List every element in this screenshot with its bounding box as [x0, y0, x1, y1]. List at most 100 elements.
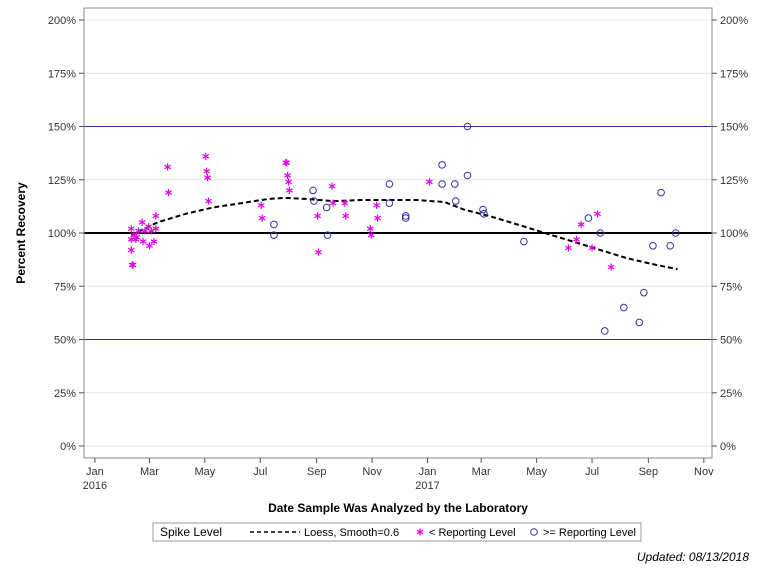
legend-frame	[152, 522, 642, 542]
point-below-reporting-level	[129, 261, 137, 269]
point-below-reporting-level	[367, 231, 375, 239]
asterisk-stroke	[127, 226, 135, 232]
x-tick-label: Nov	[694, 466, 714, 478]
asterisk-stroke	[425, 179, 433, 185]
point-below-reporting-level	[283, 159, 291, 167]
point-at-or-above-reporting-level	[401, 214, 410, 222]
asterisk-stroke	[366, 226, 374, 232]
data-points	[127, 122, 680, 335]
y-tick-label: 75%	[54, 281, 76, 293]
x-tick-label: Mar	[472, 466, 491, 478]
legend-circle-marker	[530, 528, 538, 536]
legend-title: Spike Level	[160, 525, 222, 539]
point-at-or-above-reporting-level	[385, 180, 394, 188]
x-tick-label: May	[194, 466, 215, 478]
asterisk-stroke	[135, 228, 142, 234]
y-tick-label: 25%	[54, 388, 76, 400]
point-at-or-above-reporting-level	[270, 231, 278, 239]
asterisk-stroke	[564, 245, 572, 251]
point-at-or-above-reporting-level	[600, 327, 609, 335]
asterisk-stroke	[284, 173, 292, 178]
point-at-or-above-reporting-level	[479, 205, 487, 214]
point-at-or-above-reporting-level	[584, 214, 593, 222]
asterisk-stroke	[588, 245, 596, 251]
point-below-reporting-level	[577, 220, 585, 229]
x-tick-label: Jan	[86, 466, 104, 478]
asterisk-stroke	[145, 224, 152, 229]
point-below-reporting-level	[257, 201, 265, 209]
point-below-reporting-level	[127, 246, 135, 254]
point-at-or-above-reporting-level	[309, 186, 317, 195]
point-at-or-above-reporting-level	[451, 180, 459, 188]
y-tick-label-right: 175%	[720, 68, 748, 80]
point-at-or-above-reporting-level	[649, 241, 657, 250]
point-at-or-above-reporting-level	[438, 161, 446, 169]
asterisk-stroke	[367, 232, 375, 238]
point-at-or-above-reporting-level	[640, 288, 648, 297]
legend: Spike Level Loess, Smooth=0.6 < Reportin…	[152, 522, 642, 542]
point-below-reporting-level	[285, 186, 293, 194]
y-tick-label-right: 150%	[720, 122, 748, 134]
point-below-reporting-level	[204, 174, 212, 182]
asterisk-stroke	[329, 200, 337, 206]
point-below-reporting-level	[564, 244, 572, 252]
point-below-reporting-level	[138, 218, 146, 226]
y-tick-label: 175%	[48, 68, 76, 80]
y-tick-label: 100%	[48, 228, 76, 240]
point-at-or-above-reporting-level	[322, 203, 331, 212]
point-at-or-above-reporting-level	[666, 241, 674, 250]
y-tick-label: 125%	[48, 175, 76, 187]
legend-asterisk-marker	[416, 528, 424, 536]
point-below-reporting-level	[150, 237, 158, 246]
point-below-reporting-level	[258, 214, 266, 222]
point-below-reporting-level	[165, 188, 172, 197]
point-at-or-above-reporting-level	[270, 220, 278, 229]
asterisk-stroke	[285, 188, 293, 193]
asterisk-stroke	[258, 215, 266, 221]
loess-curve-layer	[130, 196, 678, 271]
point-below-reporting-level	[164, 163, 172, 171]
legend-above-reporting-label: >= Reporting Level	[543, 527, 636, 539]
asterisk-stroke	[573, 237, 581, 242]
y-tick-label: 200%	[48, 15, 76, 27]
updated-footnote: Updated: 08/13/2018	[637, 550, 749, 564]
y-tick-label: 50%	[54, 335, 76, 347]
point-below-reporting-level	[329, 199, 337, 207]
y-tick-label-right: 75%	[720, 281, 742, 293]
y-tick-label-right: 125%	[720, 175, 748, 187]
asterisk-stroke	[150, 239, 158, 244]
point-below-reporting-level	[284, 171, 292, 180]
point-at-or-above-reporting-level	[657, 188, 665, 197]
asterisk-stroke	[315, 249, 322, 255]
y-axis-title: Percent Recovery	[14, 182, 28, 284]
point-below-reporting-level	[425, 178, 433, 186]
y-tick-label: 150%	[48, 122, 76, 134]
asterisk-stroke	[374, 215, 381, 221]
asterisk-stroke	[203, 168, 211, 174]
point-at-or-above-reporting-level	[480, 210, 488, 218]
legend-asterisk-glyph	[416, 528, 424, 536]
asterisk-stroke	[283, 160, 291, 166]
point-below-reporting-level	[152, 212, 160, 220]
asterisk-stroke	[139, 239, 147, 244]
x-tick-label: Jul	[253, 466, 267, 478]
asterisk-stroke	[328, 183, 336, 189]
x-tick-label: Jul	[585, 466, 599, 478]
point-below-reporting-level	[342, 212, 350, 220]
loess-curve	[130, 196, 678, 271]
point-below-reporting-level	[139, 237, 147, 246]
point-at-or-above-reporting-level	[463, 122, 472, 131]
point-below-reporting-level	[328, 182, 336, 190]
x-tick-year-label: 2016	[83, 480, 107, 492]
point-at-or-above-reporting-level	[310, 197, 318, 205]
point-below-reporting-level	[588, 244, 596, 252]
asterisk-stroke	[285, 179, 292, 185]
x-tick-year-label: 2017	[415, 480, 439, 492]
asterisk-stroke	[202, 153, 210, 159]
asterisk-stroke	[416, 529, 424, 535]
point-at-or-above-reporting-level	[438, 180, 446, 188]
point-at-or-above-reporting-level	[520, 237, 528, 246]
x-tick-label: Sep	[307, 466, 327, 478]
